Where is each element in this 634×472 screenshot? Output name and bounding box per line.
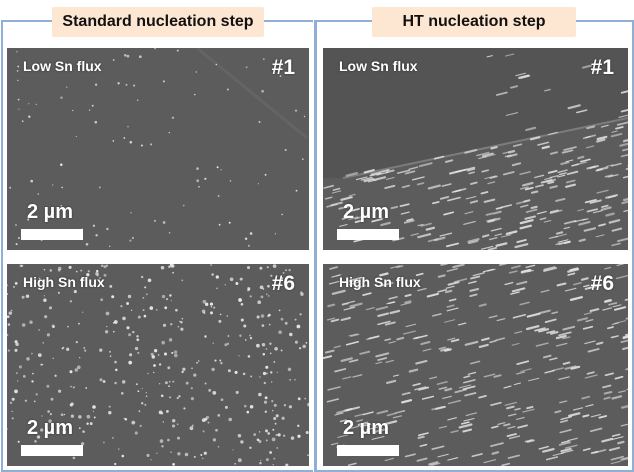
sem-texture [323,48,628,250]
column-divider [314,20,317,472]
sample-number: #6 [590,272,614,295]
sample-number: #6 [271,272,295,295]
scale-bar-label: 2 µm [27,201,73,223]
sem-image-ht-high-flux: High Sn flux #6 2 µm [323,264,628,466]
sem-texture [7,264,309,466]
flux-label: Low Sn flux [23,58,102,74]
sem-image-standard-low-flux: Low Sn flux #1 2 µm [7,48,309,250]
scale-bar [337,229,399,240]
scale-bar-label: 2 µm [27,417,73,439]
sem-image-ht-low-flux: Low Sn flux #1 2 µm [323,48,628,250]
scale-bar [21,445,83,456]
sample-number: #1 [271,56,295,79]
scale-bar-label: 2 µm [343,417,389,439]
scale-bar [337,445,399,456]
sample-number: #1 [590,56,614,79]
sem-texture [9,48,308,247]
ht-nucleation-header: HT nucleation step [372,7,576,37]
flux-label: Low Sn flux [339,58,418,74]
sem-image-standard-high-flux: High Sn flux #6 2 µm [7,264,309,466]
scale-bar-label: 2 µm [343,201,389,223]
sem-texture [323,264,628,466]
standard-nucleation-header: Standard nucleation step [52,7,264,37]
scale-bar [21,229,83,240]
flux-label: High Sn flux [339,274,421,290]
flux-label: High Sn flux [23,274,105,290]
